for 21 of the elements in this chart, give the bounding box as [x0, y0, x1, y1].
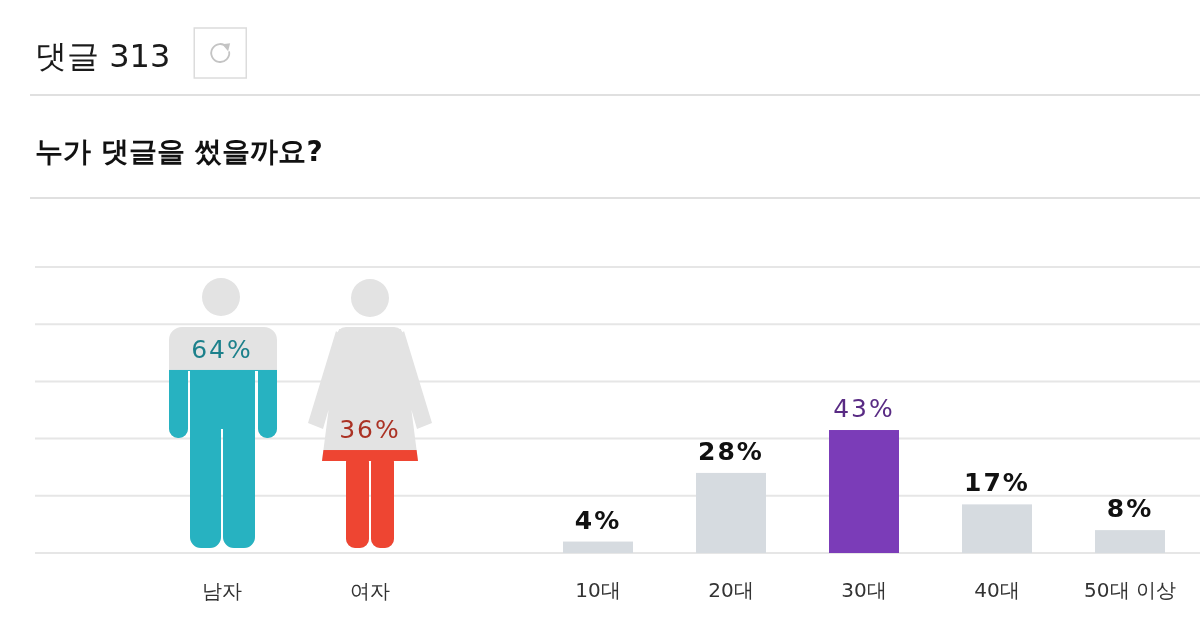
data-label: 4%: [574, 505, 622, 535]
x-tick-label: 40대: [974, 578, 1020, 602]
x-tick-label: 10대: [575, 578, 621, 602]
bar: [696, 472, 766, 553]
x-tick-label: 남자: [202, 579, 242, 603]
data-label: 17%: [964, 468, 1030, 498]
data-label: 64%: [191, 334, 253, 364]
x-tick-label: 여자: [350, 579, 390, 603]
bar: [1095, 530, 1165, 553]
bar: [563, 541, 633, 553]
data-label: 28%: [698, 436, 764, 466]
text: 댓글 313: [35, 37, 171, 75]
x-tick-label: 50대 이상: [1084, 578, 1176, 602]
bar: [829, 430, 899, 553]
chart-title: 누가 댓글을 썼을까요?: [35, 135, 323, 168]
data-label: 43%: [833, 394, 895, 424]
bar: [962, 504, 1032, 553]
data-label: 36%: [339, 415, 401, 445]
x-tick-label: 30대: [841, 578, 887, 602]
x-tick-label: 20대: [708, 578, 754, 602]
data-label: 8%: [1106, 494, 1154, 524]
